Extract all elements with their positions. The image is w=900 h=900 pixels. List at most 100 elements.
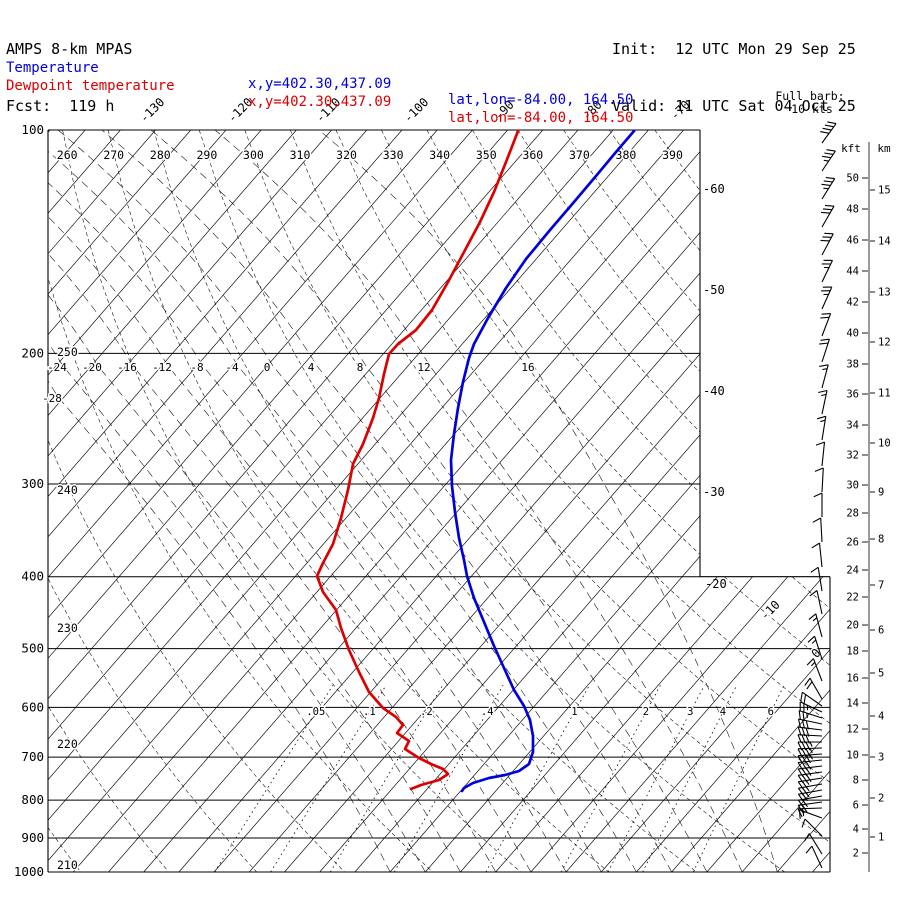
moist-adiabat-label: -20 xyxy=(82,361,102,374)
pressure-label: 1000 xyxy=(14,864,44,879)
isotherm-right-label: -20 xyxy=(705,577,727,591)
temperature-xy: x,y=402.30,437.09 xyxy=(248,76,392,92)
dewpoint-trace xyxy=(315,129,520,791)
dry-adiabat-line xyxy=(426,130,830,872)
km-axis-title: km xyxy=(877,142,891,155)
kft-tick-label: 44 xyxy=(846,266,859,278)
isotherm-line xyxy=(213,130,830,872)
temperature-trace xyxy=(449,129,636,793)
dry-adiabat-line xyxy=(48,130,257,872)
km-tick-label: 12 xyxy=(878,337,891,349)
kft-tick-label: 8 xyxy=(853,775,859,787)
km-tick-label: 1 xyxy=(878,832,884,844)
mixing-ratio-label: 1 xyxy=(571,706,577,718)
isotherm-right-label: -60 xyxy=(703,182,725,196)
dry-adiabat-line xyxy=(107,130,609,872)
wind-barb xyxy=(820,204,835,228)
moist-adiabat-label: -8 xyxy=(190,361,203,374)
moist-adiabat-line xyxy=(48,130,532,872)
km-tick-label: 7 xyxy=(878,580,884,592)
mixing-ratio-label: .1 xyxy=(363,706,376,718)
wind-barb xyxy=(799,701,823,713)
mixing-ratio-label: 6 xyxy=(768,706,774,718)
isotherm-line xyxy=(671,130,830,872)
temperature-label: Temperature xyxy=(6,60,99,76)
moist-adiabat-label: 12 xyxy=(417,361,430,374)
kft-tick-label: 18 xyxy=(846,646,859,658)
isotherm-line xyxy=(0,130,15,872)
isotherm-line xyxy=(48,130,403,872)
wind-barb xyxy=(821,286,833,310)
theta-left-label: 250 xyxy=(57,345,78,359)
moist-adiabat-line xyxy=(214,130,743,872)
moist-adiabat-line xyxy=(48,130,567,872)
moist-adiabat-label: 16 xyxy=(521,361,534,374)
isotherm-corner-label: -10 xyxy=(758,598,783,623)
wind-barb xyxy=(800,691,823,707)
wind-barb xyxy=(798,809,823,819)
pressure-label: 800 xyxy=(21,792,44,807)
mixing-ratio-line xyxy=(607,685,705,872)
wind-barb xyxy=(821,149,836,172)
kft-tick-label: 16 xyxy=(846,673,859,685)
kft-tick-label: 4 xyxy=(853,824,859,836)
dewpoint-legend-row: Dewpoint temperature x,y=402.30,437.09 l… xyxy=(0,62,900,142)
wind-barb xyxy=(821,259,833,283)
theta-top-label: 320 xyxy=(336,148,357,162)
wind-barb xyxy=(797,718,823,730)
wind-barb xyxy=(797,795,823,808)
pressure-label: 600 xyxy=(21,699,44,714)
mixing-ratio-line xyxy=(560,685,661,872)
mixing-ratio-label: 3 xyxy=(687,706,693,718)
wind-barb xyxy=(814,467,824,493)
dry-adiabat-line xyxy=(244,130,830,872)
wind-barb-column xyxy=(797,121,837,869)
isotherm-line xyxy=(48,130,368,872)
barb-legend-title: Full barb: xyxy=(775,89,844,103)
moist-adiabat-line xyxy=(318,130,778,872)
isotherm-line xyxy=(73,130,720,872)
km-tick-label: 9 xyxy=(878,487,884,499)
mixing-ratio-label: .05 xyxy=(306,706,325,718)
wind-barb xyxy=(801,818,823,837)
kft-tick-label: 2 xyxy=(853,848,859,860)
wind-barb xyxy=(805,845,823,869)
pressure-label: 100 xyxy=(21,122,44,137)
dry-adiabat-line xyxy=(48,130,433,872)
wind-barb xyxy=(820,313,832,337)
valid-time: Valid: 11 UTC Sat 04 Oct 25 xyxy=(612,97,856,115)
wind-barb xyxy=(819,364,829,389)
header-right: Init: 12 UTC Mon 29 Sep 25 Valid: 11 UTC… xyxy=(612,2,856,154)
isotherm-line xyxy=(48,130,121,872)
mixing-ratio-label: .4 xyxy=(481,706,494,718)
kft-tick-label: 34 xyxy=(846,420,859,432)
isotherm-line xyxy=(48,130,684,872)
wind-barb xyxy=(797,747,823,758)
wind-barb xyxy=(813,492,823,517)
kft-axis-title: kft xyxy=(841,142,861,155)
dry-adiabat-line xyxy=(654,130,830,872)
pressure-label: 200 xyxy=(21,345,44,360)
theta-top-label: 370 xyxy=(569,148,590,162)
kft-tick-label: 14 xyxy=(846,698,859,710)
kft-tick-label: 26 xyxy=(846,537,859,549)
wind-barb xyxy=(806,658,823,682)
moist-adiabat-label: 8 xyxy=(357,361,364,374)
isotherm-line xyxy=(48,130,544,872)
moist-adiabat-label: -12 xyxy=(152,361,172,374)
moist-adiabat-label: 4 xyxy=(308,361,315,374)
wind-barb xyxy=(797,807,823,818)
isotherm-line xyxy=(741,130,830,872)
moist-adiabat-line xyxy=(48,130,496,872)
theta-top-label: 390 xyxy=(662,148,683,162)
wind-barb xyxy=(810,566,823,592)
km-tick-label: 6 xyxy=(878,625,884,637)
dewpoint-latlon: lat,lon=-84.00, 164.50 xyxy=(448,110,634,126)
isotherm-right-label: -40 xyxy=(703,384,725,398)
dry-adiabat-line xyxy=(48,130,345,872)
dewpoint-label: Dewpoint temperature xyxy=(6,78,175,94)
isotherm-line xyxy=(48,130,262,872)
skewt-grid xyxy=(0,130,830,872)
mixing-ratio-label: 4 xyxy=(720,706,726,718)
